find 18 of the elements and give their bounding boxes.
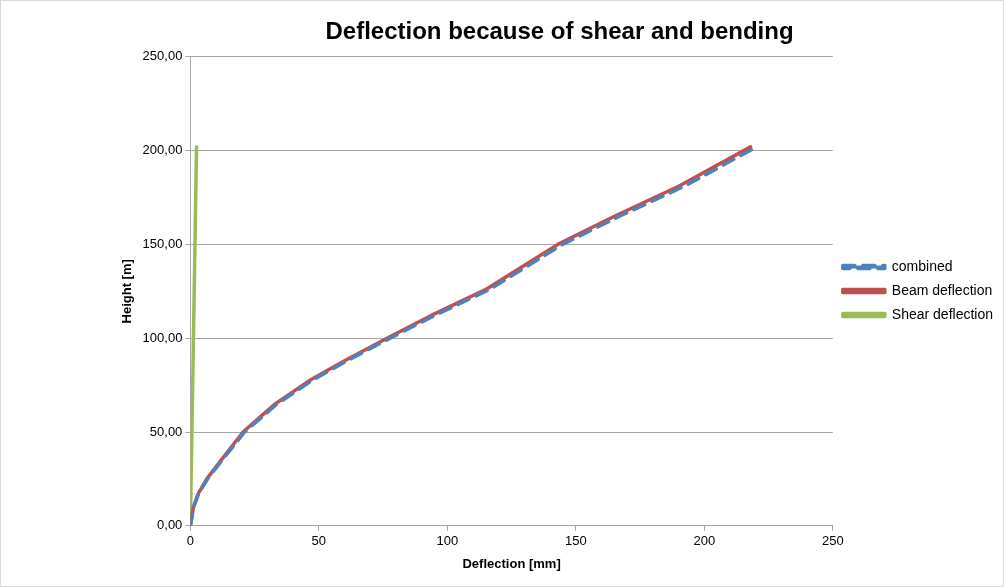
legend-label: Beam deflection (891, 281, 993, 298)
y-tick-label: 50,00 (149, 423, 183, 439)
x-tick-label: 50 (311, 533, 327, 549)
x-tick-label: 100 (436, 533, 459, 549)
chart-title: Deflection because of shear and bending (325, 17, 794, 45)
x-tick-label: 0 (186, 533, 194, 549)
y-tick-label: 200,00 (142, 142, 183, 158)
y-tick-label: 100,00 (142, 329, 183, 345)
y-tick-label: 0,00 (157, 517, 183, 533)
legend-label: combined (891, 257, 953, 274)
x-tick-label: 250 (821, 533, 844, 549)
y-tick-label: 250,00 (142, 48, 183, 64)
y-axis-title: Height [m] (119, 259, 135, 324)
x-tick-label: 200 (693, 533, 716, 549)
y-tick-label: 150,00 (142, 235, 183, 251)
legend-label: Shear deflection (891, 305, 994, 322)
x-tick-label: 150 (564, 533, 587, 549)
x-axis-title: Deflection [mm] (462, 555, 561, 571)
